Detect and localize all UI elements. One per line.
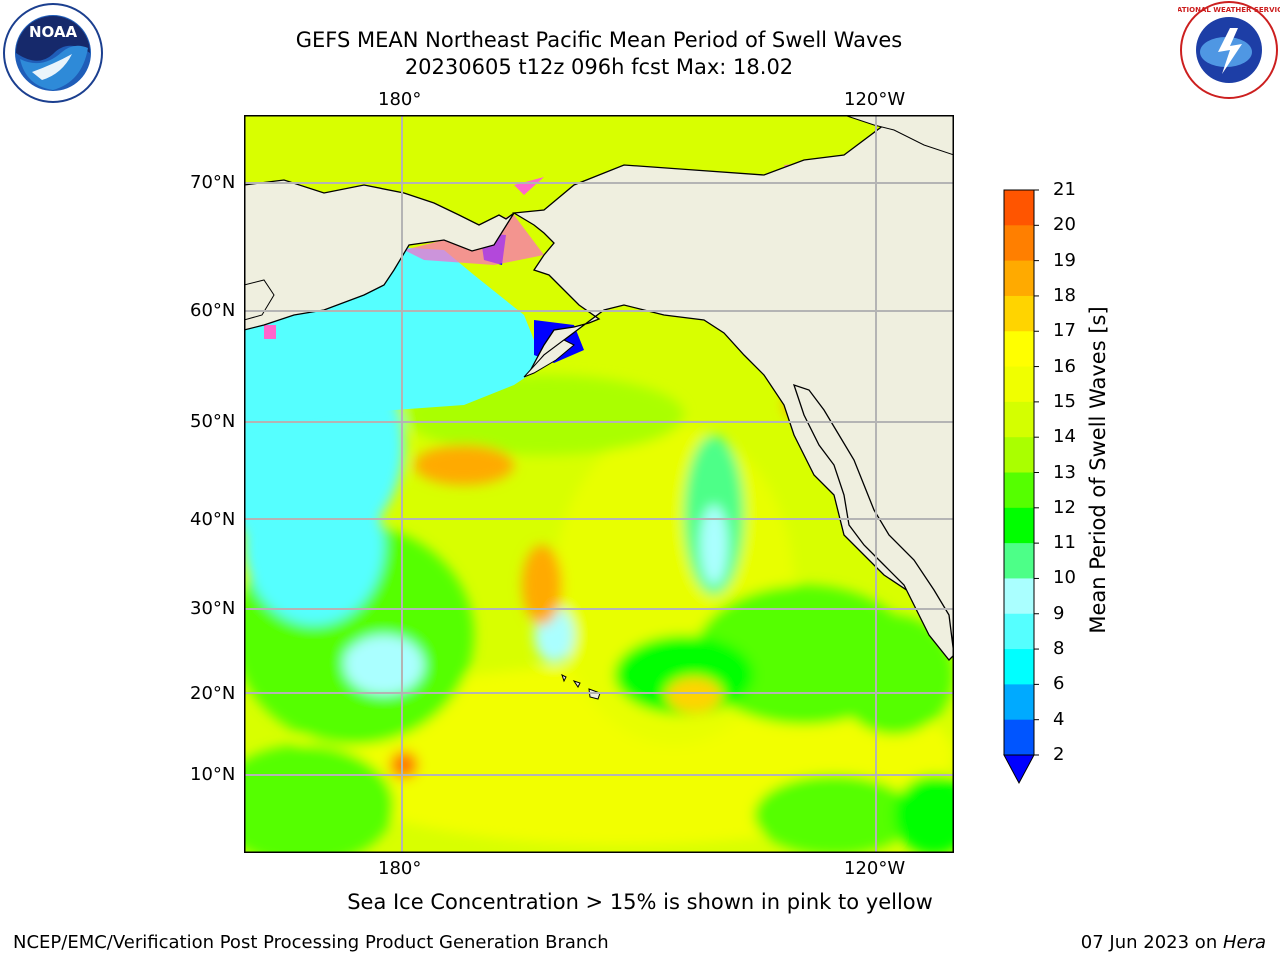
lat-label-60n: 60°N xyxy=(190,300,236,321)
colorbar-band xyxy=(1004,472,1034,509)
lat-label-50n: 50°N xyxy=(190,411,236,432)
colorbar-tick-label: 19 xyxy=(1053,249,1076,271)
map-subtitle: 20230605 t12z 096h fcst Max: 18.02 xyxy=(404,55,794,79)
colorbar-band xyxy=(1004,260,1034,297)
colorbar xyxy=(1003,189,1039,785)
colorbar-tick-label: 8 xyxy=(1053,638,1065,660)
svg-text:NATIONAL WEATHER SERVICE: NATIONAL WEATHER SERVICE xyxy=(1178,6,1280,14)
lon-label-top-180: 180° xyxy=(378,89,422,110)
svg-text:NOAA: NOAA xyxy=(29,23,78,41)
footer-date: 07 Jun 2023 on Hera xyxy=(1081,932,1266,953)
colorbar-tick-label: 15 xyxy=(1053,390,1076,412)
colorbar-tick-label: 13 xyxy=(1053,461,1076,483)
colorbar-tick-label: 9 xyxy=(1053,602,1065,624)
colorbar-band xyxy=(1004,719,1034,756)
colorbar-title: Mean Period of Swell Waves [s] xyxy=(1086,306,1110,634)
colorbar-band xyxy=(1004,437,1034,473)
lon-label-top-120w: 120°W xyxy=(844,89,906,110)
colorbar-tick-label: 4 xyxy=(1053,708,1065,730)
colorbar-band xyxy=(1004,649,1034,685)
colorbar-band xyxy=(1004,578,1034,615)
lon-label-bottom-120w: 120°W xyxy=(844,858,906,879)
swell-period-map xyxy=(244,115,954,853)
colorbar-band xyxy=(1004,613,1034,650)
lat-label-10n: 10°N xyxy=(190,764,236,785)
colorbar-tick-label: 18 xyxy=(1053,284,1076,306)
colorbar-tick-label: 11 xyxy=(1053,532,1076,554)
colorbar-tick-label: 20 xyxy=(1053,214,1076,236)
noaa-logo: NOAA xyxy=(3,3,103,103)
colorbar-tick-label: 10 xyxy=(1053,567,1076,589)
colorbar-tick-label: 6 xyxy=(1053,673,1065,695)
colorbar-band xyxy=(1004,401,1034,438)
colorbar-band xyxy=(1004,331,1034,368)
nws-logo: NATIONAL WEATHER SERVICE xyxy=(1178,1,1280,99)
colorbar-band xyxy=(1004,684,1034,721)
colorbar-band xyxy=(1004,295,1034,332)
colorbar-tick-label: 16 xyxy=(1053,355,1076,377)
lat-label-30n: 30°N xyxy=(190,598,236,619)
colorbar-tick-label: 21 xyxy=(1053,179,1076,200)
colorbar-tick-label: 17 xyxy=(1053,320,1076,342)
colorbar-band xyxy=(1004,190,1034,226)
lat-label-40n: 40°N xyxy=(190,509,236,530)
colorbar-tick-label: 14 xyxy=(1053,426,1076,448)
colorbar-band xyxy=(1004,543,1034,579)
colorbar-extension xyxy=(1003,754,1035,785)
colorbar-band xyxy=(1004,507,1034,544)
footer-credit: NCEP/EMC/Verification Post Processing Pr… xyxy=(13,932,609,953)
footer-date-text: 07 Jun 2023 on xyxy=(1080,932,1223,953)
map-title: GEFS MEAN Northeast Pacific Mean Period … xyxy=(295,28,903,52)
lat-label-70n: 70°N xyxy=(190,172,236,193)
colorbar-band xyxy=(1004,225,1034,262)
sea-ice-caption: Sea Ice Concentration > 15% is shown in … xyxy=(347,890,933,914)
colorbar-band xyxy=(1004,366,1034,403)
footer-host: Hera xyxy=(1222,932,1266,953)
lon-label-bottom-180: 180° xyxy=(378,858,422,879)
colorbar-tick-label: 2 xyxy=(1053,744,1065,765)
colorbar-tick-label: 12 xyxy=(1053,496,1076,518)
lat-label-20n: 20°N xyxy=(190,683,236,704)
